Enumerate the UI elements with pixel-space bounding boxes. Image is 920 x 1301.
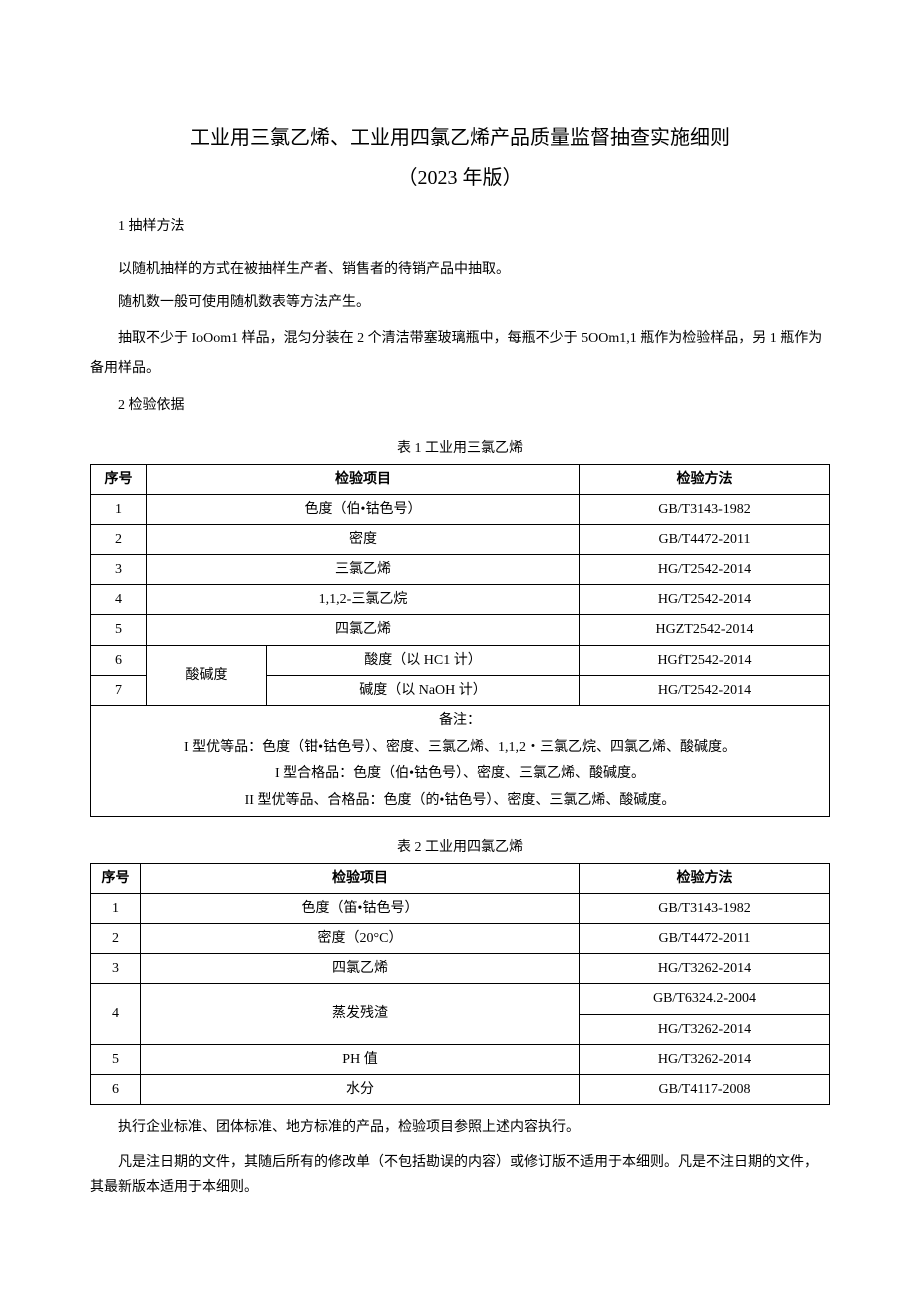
table-cell-method: HG/T3262-2014	[580, 1044, 830, 1074]
table-row: 2 密度（20°C） GB/T4472-2011	[91, 923, 830, 953]
section-1-para-2: 随机数一般可使用随机数表等方法产生。	[90, 290, 830, 315]
table-row: 6 酸碱度 酸度（以 HC1 计） HGfT2542-2014	[91, 645, 830, 675]
table-1-header-item: 检验项目	[147, 464, 580, 494]
document-title: 工业用三氯乙烯、工业用四氯乙烯产品质量监督抽查实施细则	[90, 120, 830, 156]
table-cell-method: HG/T2542-2014	[580, 555, 830, 585]
table-cell-method: HG/T2542-2014	[580, 675, 830, 705]
table-cell-item: 四氯乙烯	[141, 954, 580, 984]
section-1-para-1: 以随机抽样的方式在被抽样生产者、销售者的待销产品中抽取。	[90, 257, 830, 282]
table-cell-method: GB/T3143-1982	[580, 494, 830, 524]
table-cell-item: 色度（笛•钴色号）	[141, 893, 580, 923]
table-1: 序号 检验项目 检验方法 1 色度（伯•钴色号） GB/T3143-1982 2…	[90, 464, 830, 818]
document-subtitle: （2023 年版）	[90, 160, 830, 196]
table-cell-item: 密度（20°C）	[141, 923, 580, 953]
table-cell-seq: 2	[91, 923, 141, 953]
table-2-header-method: 检验方法	[580, 863, 830, 893]
table-1-header-seq: 序号	[91, 464, 147, 494]
table-row: 3 三氯乙烯 HG/T2542-2014	[91, 555, 830, 585]
table-1-notes-cell: 备注： I 型优等品：色度（钳•钴色号）、密度、三氯乙烯、1,1,2・三氯乙烷、…	[91, 706, 830, 817]
table-cell-method: GB/T4472-2011	[580, 923, 830, 953]
table-cell-method: GB/T3143-1982	[580, 893, 830, 923]
table-cell-method: HG/T3262-2014	[580, 1014, 830, 1044]
table-cell-seq: 2	[91, 524, 147, 554]
table-1-note-3: II 型优等品、合格品：色度（的•钴色号）、密度、三氯乙烯、酸碱度。	[97, 788, 823, 815]
table-cell-seq: 4	[91, 585, 147, 615]
table-1-notes-label: 备注：	[97, 708, 823, 735]
section-1-heading: 1 抽样方法	[90, 214, 830, 239]
table-cell-item: 蒸发残渣	[141, 984, 580, 1044]
table-row: 6 水分 GB/T4117-2008	[91, 1074, 830, 1104]
table-1-caption: 表 1 工业用三氯乙烯	[90, 436, 830, 461]
section-1-para-3: 抽取不少于 IoOom1 样品，混匀分装在 2 个清洁带塞玻璃瓶中，每瓶不少于 …	[90, 324, 830, 386]
table-cell-seq: 3	[91, 954, 141, 984]
table-cell-method: HGfT2542-2014	[580, 645, 830, 675]
table-1-note-1: I 型优等品：色度（钳•钴色号）、密度、三氯乙烯、1,1,2・三氯乙烷、四氯乙烯…	[97, 735, 823, 762]
table-2-header-row: 序号 检验项目 检验方法	[91, 863, 830, 893]
table-2-caption: 表 2 工业用四氯乙烯	[90, 835, 830, 860]
table-cell-seq: 1	[91, 893, 141, 923]
table-row: 5 PH 值 HG/T3262-2014	[91, 1044, 830, 1074]
table-cell-seq: 6	[91, 1074, 141, 1104]
table-1-header-method: 检验方法	[580, 464, 830, 494]
footer-para-1: 执行企业标准、团体标准、地方标准的产品，检验项目参照上述内容执行。	[90, 1115, 830, 1140]
table-cell-seq: 5	[91, 615, 147, 645]
table-cell-method: HGZT2542-2014	[580, 615, 830, 645]
table-cell-item: 三氯乙烯	[147, 555, 580, 585]
table-cell-seq: 7	[91, 675, 147, 705]
footer-para-2: 凡是注日期的文件，其随后所有的修改单（不包括勘误的内容）或修订版不适用于本细则。…	[90, 1150, 830, 1200]
table-cell-method: GB/T6324.2-2004	[580, 984, 830, 1014]
table-cell-method: HG/T2542-2014	[580, 585, 830, 615]
table-1-notes-row: 备注： I 型优等品：色度（钳•钴色号）、密度、三氯乙烯、1,1,2・三氯乙烷、…	[91, 706, 830, 817]
table-row: 4 蒸发残渣 GB/T6324.2-2004	[91, 984, 830, 1014]
table-cell-item: 水分	[141, 1074, 580, 1104]
table-row: 3 四氯乙烯 HG/T3262-2014	[91, 954, 830, 984]
table-cell-seq: 5	[91, 1044, 141, 1074]
table-row: 4 1,1,2-三氯乙烷 HG/T2542-2014	[91, 585, 830, 615]
table-2-header-item: 检验项目	[141, 863, 580, 893]
table-2: 序号 检验项目 检验方法 1 色度（笛•钴色号） GB/T3143-1982 2…	[90, 863, 830, 1106]
table-cell-item: 色度（伯•钴色号）	[147, 494, 580, 524]
table-cell-item: 四氯乙烯	[147, 615, 580, 645]
table-cell-method: HG/T3262-2014	[580, 954, 830, 984]
table-row: 1 色度（笛•钴色号） GB/T3143-1982	[91, 893, 830, 923]
table-cell-sub: 碱度（以 NaOH 计）	[267, 675, 580, 705]
table-cell-seq: 4	[91, 984, 141, 1044]
table-cell-item: 1,1,2-三氯乙烷	[147, 585, 580, 615]
table-row: 1 色度（伯•钴色号） GB/T3143-1982	[91, 494, 830, 524]
table-row: 2 密度 GB/T4472-2011	[91, 524, 830, 554]
table-cell-method: GB/T4117-2008	[580, 1074, 830, 1104]
table-row: 5 四氯乙烯 HGZT2542-2014	[91, 615, 830, 645]
table-cell-sub: 酸度（以 HC1 计）	[267, 645, 580, 675]
section-2-heading: 2 检验依据	[90, 393, 830, 418]
table-cell-item: 密度	[147, 524, 580, 554]
table-cell-method: GB/T4472-2011	[580, 524, 830, 554]
table-cell-item: PH 值	[141, 1044, 580, 1074]
table-2-header-seq: 序号	[91, 863, 141, 893]
table-1-header-row: 序号 检验项目 检验方法	[91, 464, 830, 494]
table-cell-seq: 1	[91, 494, 147, 524]
table-cell-seq: 6	[91, 645, 147, 675]
table-1-note-2: I 型合格品：色度（伯•钴色号）、密度、三氯乙烯、酸碱度。	[97, 761, 823, 788]
table-cell-seq: 3	[91, 555, 147, 585]
table-cell-acid-base: 酸碱度	[147, 645, 267, 705]
